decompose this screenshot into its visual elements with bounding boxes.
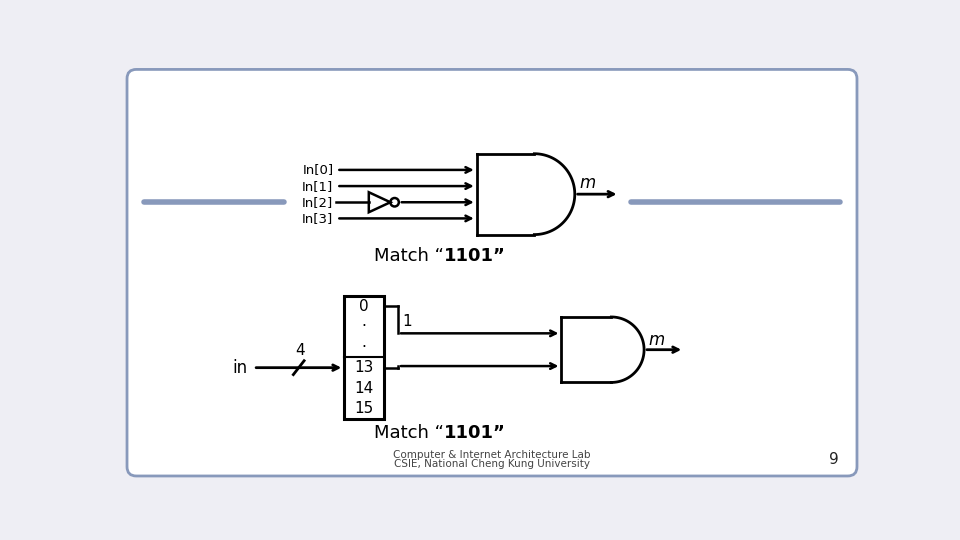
- Text: ·: ·: [362, 340, 367, 355]
- Text: 1101”: 1101”: [444, 424, 506, 442]
- Text: 0: 0: [359, 299, 369, 314]
- Text: 9: 9: [828, 453, 838, 467]
- Text: in: in: [232, 359, 247, 377]
- Bar: [344, 296, 384, 419]
- Text: Match “: Match “: [374, 424, 444, 442]
- Text: CSIE, National Cheng Kung University: CSIE, National Cheng Kung University: [394, 460, 590, 469]
- Text: In[0]: In[0]: [302, 164, 333, 177]
- Text: m: m: [580, 174, 595, 192]
- Text: 14: 14: [354, 381, 373, 396]
- Text: In[3]: In[3]: [302, 212, 333, 225]
- Text: In[2]: In[2]: [302, 195, 333, 209]
- Text: In[1]: In[1]: [302, 180, 333, 193]
- Text: m: m: [649, 332, 665, 349]
- Text: 4: 4: [296, 343, 305, 359]
- Text: Match “: Match “: [374, 247, 444, 265]
- Text: 13: 13: [354, 360, 373, 375]
- FancyBboxPatch shape: [127, 70, 857, 476]
- Text: 1: 1: [402, 314, 412, 329]
- Text: 1101”: 1101”: [444, 247, 506, 265]
- Text: 15: 15: [354, 401, 373, 416]
- Text: ·: ·: [362, 319, 367, 334]
- Text: Computer & Internet Architecture Lab: Computer & Internet Architecture Lab: [394, 450, 590, 460]
